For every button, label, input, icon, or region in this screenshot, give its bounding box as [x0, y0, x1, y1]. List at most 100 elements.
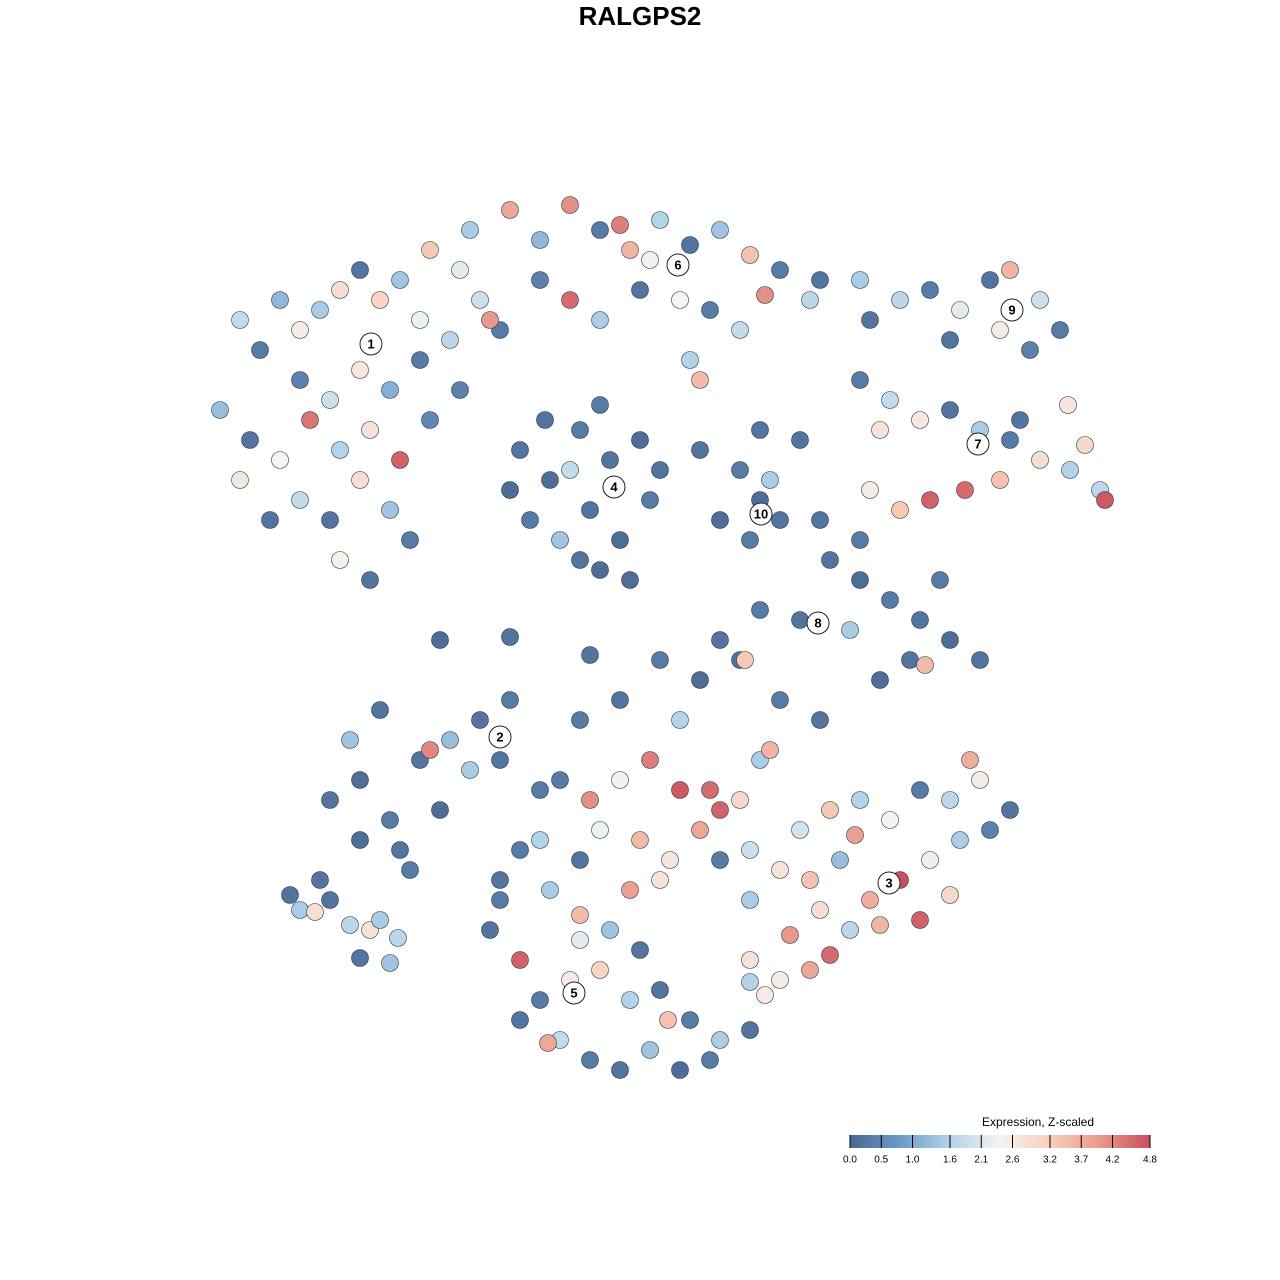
point [281, 886, 299, 904]
point [1001, 431, 1019, 449]
point [591, 396, 609, 414]
point [861, 311, 879, 329]
point [981, 271, 999, 289]
cluster-label: 5 [570, 985, 577, 1000]
point [461, 221, 479, 239]
point [531, 271, 549, 289]
point [631, 431, 649, 449]
point [321, 511, 339, 529]
cluster-label: 1 [367, 336, 374, 351]
point [511, 951, 529, 969]
point [711, 221, 729, 239]
point [501, 628, 519, 646]
point [791, 611, 809, 629]
point [631, 831, 649, 849]
point [731, 791, 749, 809]
point [791, 431, 809, 449]
point [531, 831, 549, 849]
cluster-label: 10 [754, 506, 768, 521]
point [911, 911, 929, 929]
point [471, 291, 489, 309]
cluster-label-badge [966, 432, 990, 456]
point [741, 973, 759, 991]
point [841, 621, 859, 639]
point [851, 531, 869, 549]
point [611, 216, 629, 234]
point [601, 451, 619, 469]
cluster-label-badge [666, 253, 690, 277]
point [801, 871, 819, 889]
point [821, 551, 839, 569]
point [211, 401, 229, 419]
point [701, 1051, 719, 1069]
cluster-label: 3 [885, 875, 892, 890]
point [231, 311, 249, 329]
point [811, 711, 829, 729]
cluster-label-badge [806, 611, 830, 635]
colorbar-tick-label: 0.5 [874, 1155, 888, 1166]
point [931, 571, 949, 589]
cluster-label-badge [562, 981, 586, 1005]
point [921, 491, 939, 509]
point [711, 851, 729, 869]
cluster-label: 4 [610, 479, 618, 494]
point [651, 461, 669, 479]
point [471, 711, 489, 729]
point [691, 671, 709, 689]
point [411, 311, 429, 329]
point [751, 421, 769, 439]
point [659, 1011, 677, 1029]
point [611, 1061, 629, 1079]
point [741, 891, 759, 909]
point [421, 411, 439, 429]
point [381, 381, 399, 399]
point [571, 421, 589, 439]
point [371, 701, 389, 719]
point [306, 903, 324, 921]
colorbar-tick-label: 4.8 [1143, 1155, 1157, 1166]
point [381, 811, 399, 829]
point [671, 711, 689, 729]
point [741, 841, 759, 859]
point [751, 601, 769, 619]
point [691, 821, 709, 839]
colorbar-tick-label: 3.7 [1074, 1155, 1088, 1166]
point [951, 301, 969, 319]
point [511, 441, 529, 459]
point [871, 421, 889, 439]
point [956, 481, 974, 499]
point [331, 551, 349, 569]
point [661, 851, 679, 869]
point [621, 241, 639, 259]
point [911, 611, 929, 629]
point [851, 371, 869, 389]
cluster-label: 2 [496, 729, 503, 744]
point [991, 471, 1009, 489]
point [501, 201, 519, 219]
point [389, 929, 407, 947]
point [731, 321, 749, 339]
point [1076, 436, 1094, 454]
point [641, 491, 659, 509]
point [711, 1031, 729, 1049]
point [561, 461, 579, 479]
point [571, 711, 589, 729]
point [361, 421, 379, 439]
point [941, 791, 959, 809]
point [846, 826, 864, 844]
point [601, 921, 619, 939]
colorbar-tick-label: 2.6 [1006, 1155, 1020, 1166]
point [539, 1034, 557, 1052]
point [756, 286, 774, 304]
cluster-labels: 1 2 3 4 5 6 7 8 9 10 [359, 253, 1024, 1005]
point [501, 481, 519, 499]
point [541, 881, 559, 899]
point [361, 571, 379, 589]
point [441, 731, 459, 749]
point [571, 931, 589, 949]
point [861, 481, 879, 499]
point [521, 511, 539, 529]
point [711, 631, 729, 649]
point [251, 341, 269, 359]
